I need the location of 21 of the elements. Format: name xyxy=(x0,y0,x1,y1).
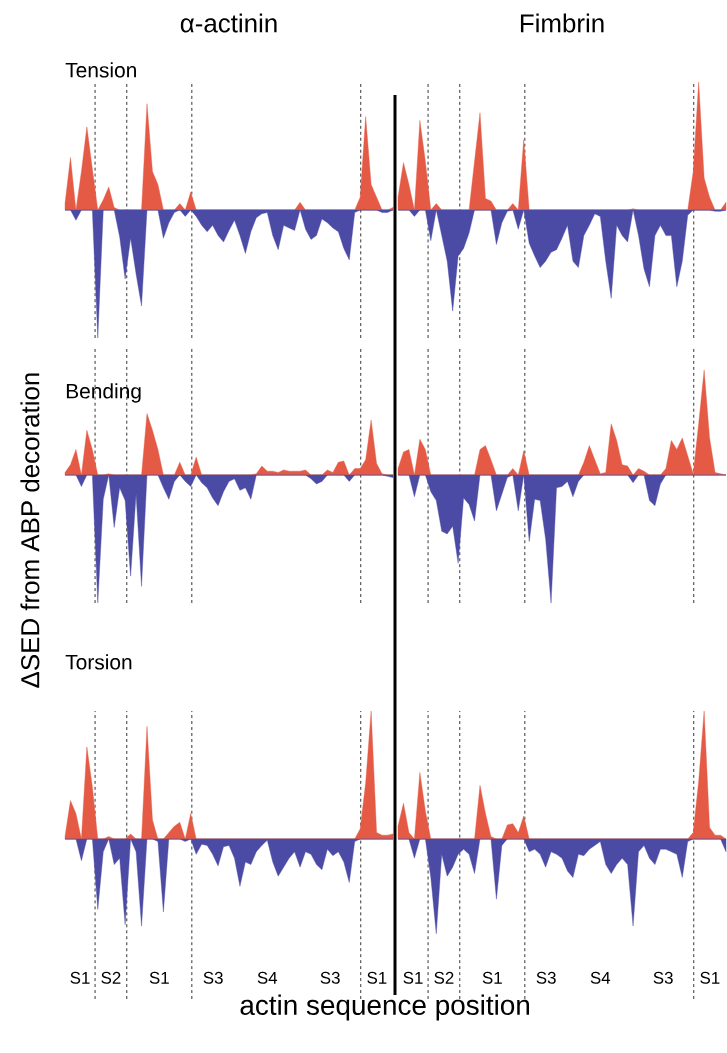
text: S1 xyxy=(70,971,90,984)
chart-subtitle: Bending xyxy=(66,383,141,403)
chart-subtitle: Tension xyxy=(65,62,136,78)
text: S3 xyxy=(203,971,223,984)
text: S3 xyxy=(320,971,340,984)
y-axis-title: ΔSED from ABP decoration xyxy=(20,373,40,688)
chart-title: α-actinin xyxy=(180,13,277,33)
text: S2 xyxy=(434,971,454,984)
text: S1 xyxy=(700,971,720,984)
chart-title: Fimbrin xyxy=(520,13,604,33)
text: S1 xyxy=(482,971,502,984)
text: S3 xyxy=(536,971,556,984)
text: S1 xyxy=(149,971,169,984)
text: S1 xyxy=(367,971,387,984)
text: S1 xyxy=(403,971,423,984)
text: S2 xyxy=(101,971,121,984)
chart-subtitle: Torsion xyxy=(65,654,132,670)
text: S4 xyxy=(590,971,611,984)
x-axis-title: actin sequence position xyxy=(240,994,530,1021)
text: S4 xyxy=(257,971,278,984)
text: S3 xyxy=(653,971,673,984)
